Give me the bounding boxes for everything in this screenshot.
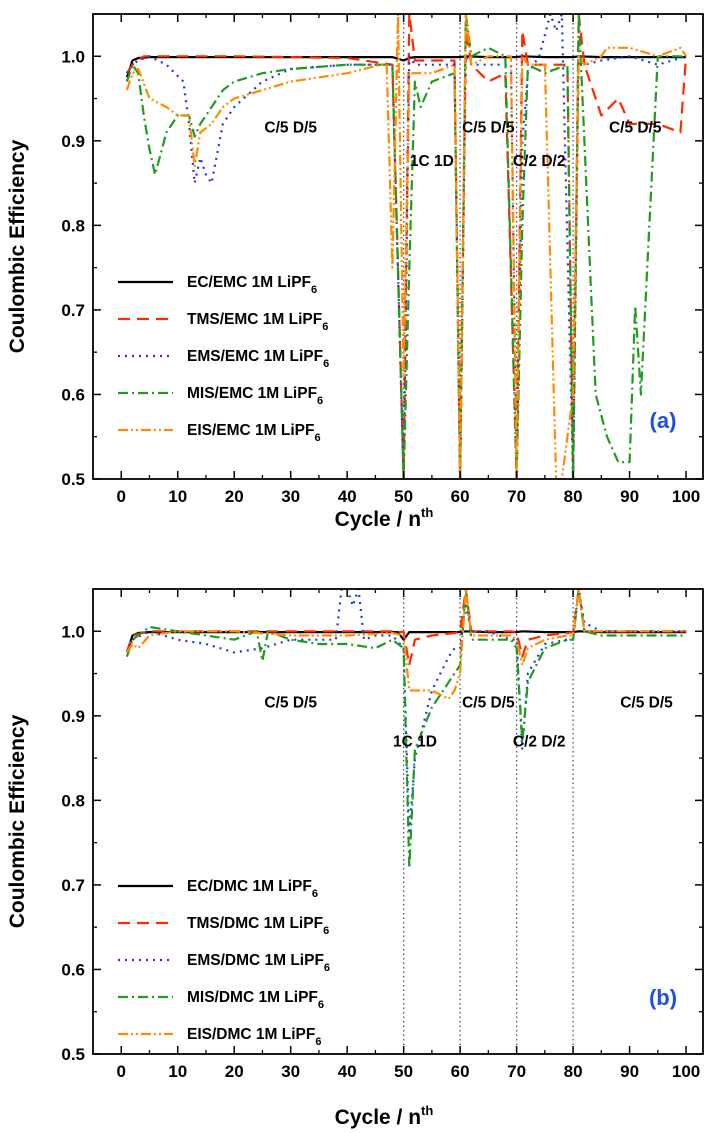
legend-label: EC/DMC 1M LiPF xyxy=(187,878,312,895)
series-line xyxy=(125,14,687,479)
legend-label-subscript: 6 xyxy=(317,395,323,407)
plot-frame xyxy=(92,13,704,480)
x-tick-label: 80 xyxy=(564,1062,583,1081)
y-tick-label: 0.7 xyxy=(61,301,85,320)
legend-label-subscript: 6 xyxy=(315,1036,321,1048)
x-tick-label: 90 xyxy=(620,487,639,506)
legend-label: EIS/DMC 1M LiPF xyxy=(187,1026,315,1043)
chart-panel-0: 0 10 20 30 40 50 60 70 80 90 100 0.5 0.6 0.7 0.8 0.9 1.0… xyxy=(6,13,704,531)
x-tick-label: 90 xyxy=(620,1062,639,1081)
x-tick-label: 60 xyxy=(451,1062,470,1081)
legend-label: MIS/EMC 1M LiPF xyxy=(187,385,317,402)
legend-label-subscript: 6 xyxy=(323,358,329,370)
y-tick-label: 0.9 xyxy=(61,707,85,726)
legend-label: TMS/EMC 1M LiPF xyxy=(187,311,322,328)
legend-label: EMS/DMC 1M LiPF xyxy=(187,952,324,969)
legend-entry: TMS/DMC 1M LiPF6 xyxy=(187,915,329,937)
x-tick-label: 50 xyxy=(394,487,413,506)
x-axis-title-text: Cycle / n xyxy=(335,508,421,531)
legend-entry: EMS/EMC 1M LiPF6 xyxy=(187,348,329,370)
x-axis-title-text: Cycle / n xyxy=(335,1106,421,1129)
legend-label-subscript: 6 xyxy=(312,888,318,900)
legend-label: MIS/DMC 1M LiPF xyxy=(187,989,318,1006)
y-tick-label: 0.5 xyxy=(61,470,85,489)
panel-label: (a) xyxy=(650,408,677,433)
y-tick-label: 0.6 xyxy=(61,960,85,979)
x-tick-label: 0 xyxy=(117,487,126,506)
y-tick-label: 0.9 xyxy=(61,132,85,151)
rate-annotation: C/2 D/2 xyxy=(513,153,566,170)
x-tick-label: 70 xyxy=(507,487,526,506)
rate-annotation: C/5 D/5 xyxy=(620,694,673,711)
legend-label: EC/EMC 1M LiPF xyxy=(187,274,311,291)
legend-label-subscript: 6 xyxy=(314,432,320,444)
legend-label-subscript: 6 xyxy=(311,284,317,296)
series-line xyxy=(125,589,687,870)
x-tick-label: 20 xyxy=(225,487,244,506)
rate-annotation: 1C 1D xyxy=(393,733,437,750)
x-tick-label: 10 xyxy=(168,487,187,506)
x-tick-label: 60 xyxy=(451,487,470,506)
legend-label-subscript: 6 xyxy=(323,925,329,937)
legend-label: EMS/EMC 1M LiPF xyxy=(187,348,323,365)
y-tick-label: 0.8 xyxy=(61,216,85,235)
y-axis-title: Coulombic Efficiency xyxy=(6,714,29,928)
legend-entry: TMS/EMC 1M LiPF6 xyxy=(187,311,328,333)
plot-frame xyxy=(92,588,704,1055)
legend-label-subscript: 6 xyxy=(318,999,324,1011)
rate-annotation: 1C 1D xyxy=(410,153,454,170)
legend-entry: EIS/EMC 1M LiPF6 xyxy=(187,422,321,444)
y-tick-label: 1.0 xyxy=(61,622,85,641)
x-tick-label: 100 xyxy=(672,487,700,506)
legend-entry: EIS/DMC 1M LiPF6 xyxy=(187,1026,321,1048)
x-tick-label: 40 xyxy=(338,487,357,506)
rate-annotation: C/5 D/5 xyxy=(609,119,662,136)
rate-annotation: C/5 D/5 xyxy=(462,119,515,136)
x-tick-label: 80 xyxy=(564,487,583,506)
legend-entry: MIS/DMC 1M LiPF6 xyxy=(187,989,324,1011)
x-axis-title-superscript: th xyxy=(421,1103,433,1118)
x-tick-label: 30 xyxy=(281,487,300,506)
series-line xyxy=(125,589,687,700)
y-tick-label: 0.5 xyxy=(61,1045,85,1064)
x-tick-label: 10 xyxy=(168,1062,187,1081)
rate-annotation: C/5 D/5 xyxy=(462,694,515,711)
x-tick-label: 40 xyxy=(338,1062,357,1081)
x-tick-label: 70 xyxy=(507,1062,526,1081)
legend-label-subscript: 6 xyxy=(322,321,328,333)
x-tick-label: 30 xyxy=(281,1062,300,1081)
x-axis-title-superscript: th xyxy=(421,505,433,520)
legend-label-subscript: 6 xyxy=(324,962,330,974)
legend-entry: EC/EMC 1M LiPF6 xyxy=(187,274,317,296)
series-line xyxy=(125,14,688,479)
x-tick-label: 0 xyxy=(117,1062,126,1081)
chart-panel-1: 0 10 20 30 40 50 60 70 80 90 100 0.5 0.6 0.7 0.8 0.9 1.0… xyxy=(6,588,704,1129)
rate-annotation: C/2 D/2 xyxy=(513,733,566,750)
legend-entry: MIS/EMC 1M LiPF6 xyxy=(187,385,323,407)
series-line xyxy=(125,55,687,78)
y-axis-title: Coulombic Efficiency xyxy=(6,139,29,353)
y-tick-label: 0.8 xyxy=(61,791,85,810)
x-axis-title: Cycle / nth xyxy=(335,1103,434,1129)
legend-label: EIS/EMC 1M LiPF xyxy=(187,422,314,439)
y-tick-label: 0.7 xyxy=(61,876,85,895)
rate-annotation: C/5 D/5 xyxy=(264,119,317,136)
x-tick-label: 50 xyxy=(394,1062,413,1081)
x-axis-title: Cycle / nth xyxy=(335,505,434,531)
x-tick-label: 100 xyxy=(672,1062,700,1081)
y-tick-label: 0.6 xyxy=(61,385,85,404)
rate-annotation: C/5 D/5 xyxy=(264,694,317,711)
legend-label: TMS/DMC 1M LiPF xyxy=(187,915,323,932)
series-line xyxy=(125,14,688,479)
panel-label: (b) xyxy=(649,985,677,1010)
legend-entry: EC/DMC 1M LiPF6 xyxy=(187,878,318,900)
y-tick-label: 1.0 xyxy=(61,47,85,66)
x-tick-label: 20 xyxy=(225,1062,244,1081)
legend-entry: EMS/DMC 1M LiPF6 xyxy=(187,952,330,974)
